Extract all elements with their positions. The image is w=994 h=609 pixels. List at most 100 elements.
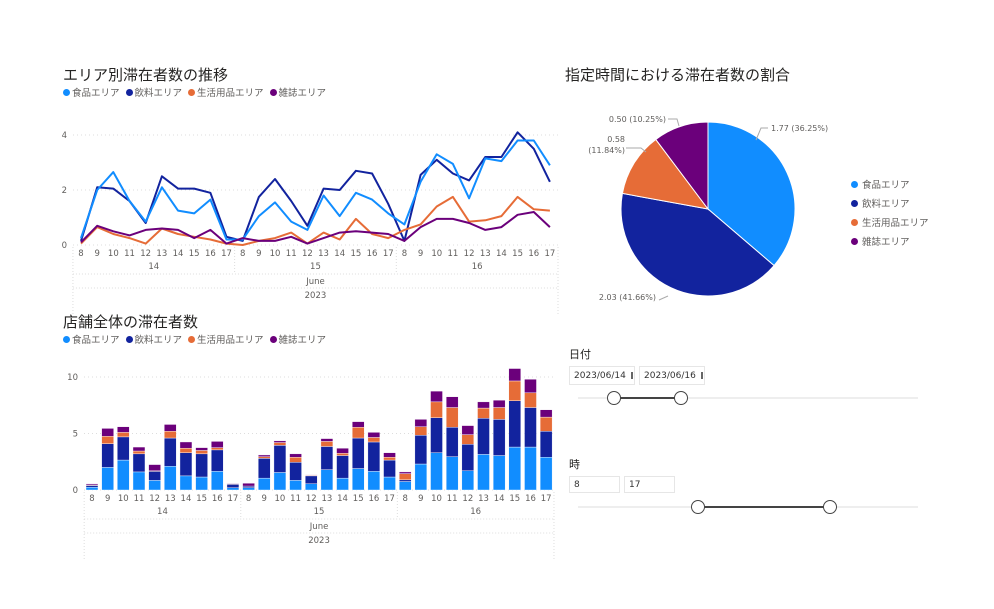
legend-item-food[interactable]: 食品エリア [63,85,120,99]
x-tick-label: 10 [275,494,286,504]
legend-dot-icon [63,335,70,343]
x-tick-label: 13 [480,249,491,259]
hour-slider-start-handle[interactable] [691,500,705,514]
legend-item-living[interactable]: 生活用品エリア [188,332,264,346]
x-tick-label: 16 [368,494,379,504]
x-tick-label: 14 [494,494,505,504]
x-tick-label: 9 [94,249,99,259]
pie-legend-item-drink[interactable]: 飲料エリア [851,196,929,210]
bar-segment [195,447,208,451]
date-start-value: 2023/06/14 [574,370,626,381]
x-tick-label: 13 [318,249,329,259]
date-slider-start-handle[interactable] [607,391,621,405]
bar-segment [539,409,553,418]
bar-segment [101,428,114,437]
bar-segment [524,379,537,394]
legend-item-food[interactable]: 食品エリア [63,332,120,346]
x-tick-label: 9 [256,249,261,259]
x-tick-label: 12 [140,249,151,259]
leader-line [755,127,768,141]
x-tick-label: 15 [509,494,520,504]
bar-segment [508,368,522,382]
date-slider-range [614,397,681,399]
bar-segment [179,441,193,449]
line-chart-legend: 食品エリア 飲料エリア 生活用品エリア 雑誌エリア [63,85,326,99]
leader-line [626,147,647,153]
x-tick-label: 15 [512,249,523,259]
hour-slider-range [698,506,830,508]
x-day-label: 14 [157,507,168,517]
calendar-icon[interactable] [630,372,633,379]
pie-legend-item-magazine[interactable]: 雑誌エリア [851,234,929,248]
date-slider-track[interactable] [578,397,918,399]
x-year-label: 2023 [308,536,330,546]
x-tick-label: 10 [118,494,129,504]
hour-slider-end-handle[interactable] [823,500,837,514]
legend-dot-icon [269,88,277,96]
x-tick-label: 17 [221,249,232,259]
y-tick-label: 5 [73,430,78,440]
bar-segment [414,419,428,427]
legend-dot-icon [851,237,858,245]
calendar-icon[interactable] [700,372,703,379]
bar-segment [320,438,334,442]
legend-dot-icon [851,199,858,207]
pie-legend-item-living[interactable]: 生活用品エリア [851,215,929,229]
bar-chart-legend: 食品エリア 飲料エリア 生活用品エリア 雑誌エリア [63,332,326,346]
bar-segment [399,471,412,474]
legend-item-magazine[interactable]: 雑誌エリア [269,85,326,99]
hour-end-input[interactable]: 17 [624,476,675,493]
hour-start-input[interactable]: 8 [569,476,620,493]
x-tick-label: 9 [262,494,267,504]
legend-item-drink[interactable]: 飲料エリア [125,332,183,346]
bar-segment [164,424,177,432]
x-tick-label: 10 [270,249,281,259]
x-tick-label: 11 [124,249,135,259]
date-start-input[interactable]: 2023/06/14 [569,366,635,385]
pie-data-label: 0.58 [607,135,625,144]
legend-label: 飲料エリア [134,335,183,346]
bar-chart-title: 店舗全体の滞在者数 [63,313,199,331]
bar-segment [492,399,506,408]
legend-item-living[interactable]: 生活用品エリア [188,85,264,99]
x-month-label: June [305,277,325,287]
legend-label: 生活用品エリア [862,218,929,229]
pie-data-label: 1.77 (36.25%) [771,124,828,133]
bar-segment [336,447,349,454]
pie-slice [620,192,775,297]
legend-dot-icon [851,180,858,188]
legend-label: 食品エリア [72,335,120,346]
x-tick-label: 17 [384,494,395,504]
pie-legend-item-food[interactable]: 食品エリア [851,177,929,191]
date-slider-end-handle[interactable] [674,391,688,405]
pie-data-label: 2.03 (41.66%) [599,293,656,302]
bar-segment [148,464,161,471]
x-tick-label: 8 [78,249,83,259]
bar-segment [305,474,318,476]
bar-segment [289,453,302,458]
bar-segment [367,432,381,438]
x-tick-label: 12 [306,494,317,504]
x-tick-label: 15 [196,494,207,504]
date-end-input[interactable]: 2023/06/16 [639,366,705,385]
legend-item-magazine[interactable]: 雑誌エリア [269,332,327,346]
x-tick-label: 8 [89,494,94,504]
legend-label: 飲料エリア [134,88,183,99]
x-tick-label: 13 [165,494,176,504]
x-tick-label: 12 [464,249,475,259]
bar-segment [352,421,365,428]
legend-label: 雑誌エリア [278,335,327,346]
x-day-label: 15 [310,262,321,272]
x-tick-label: 17 [228,494,239,504]
bar-segment [461,425,475,435]
pie-slice [707,121,796,267]
bar-segment [273,440,287,443]
x-tick-label: 9 [105,494,110,504]
x-tick-label: 13 [478,494,489,504]
legend-item-drink[interactable]: 飲料エリア [125,85,183,99]
x-tick-label: 8 [240,249,245,259]
x-tick-label: 11 [447,494,458,504]
bar-segment [242,483,255,487]
pie-slice [655,121,709,211]
x-tick-label: 10 [431,494,442,504]
